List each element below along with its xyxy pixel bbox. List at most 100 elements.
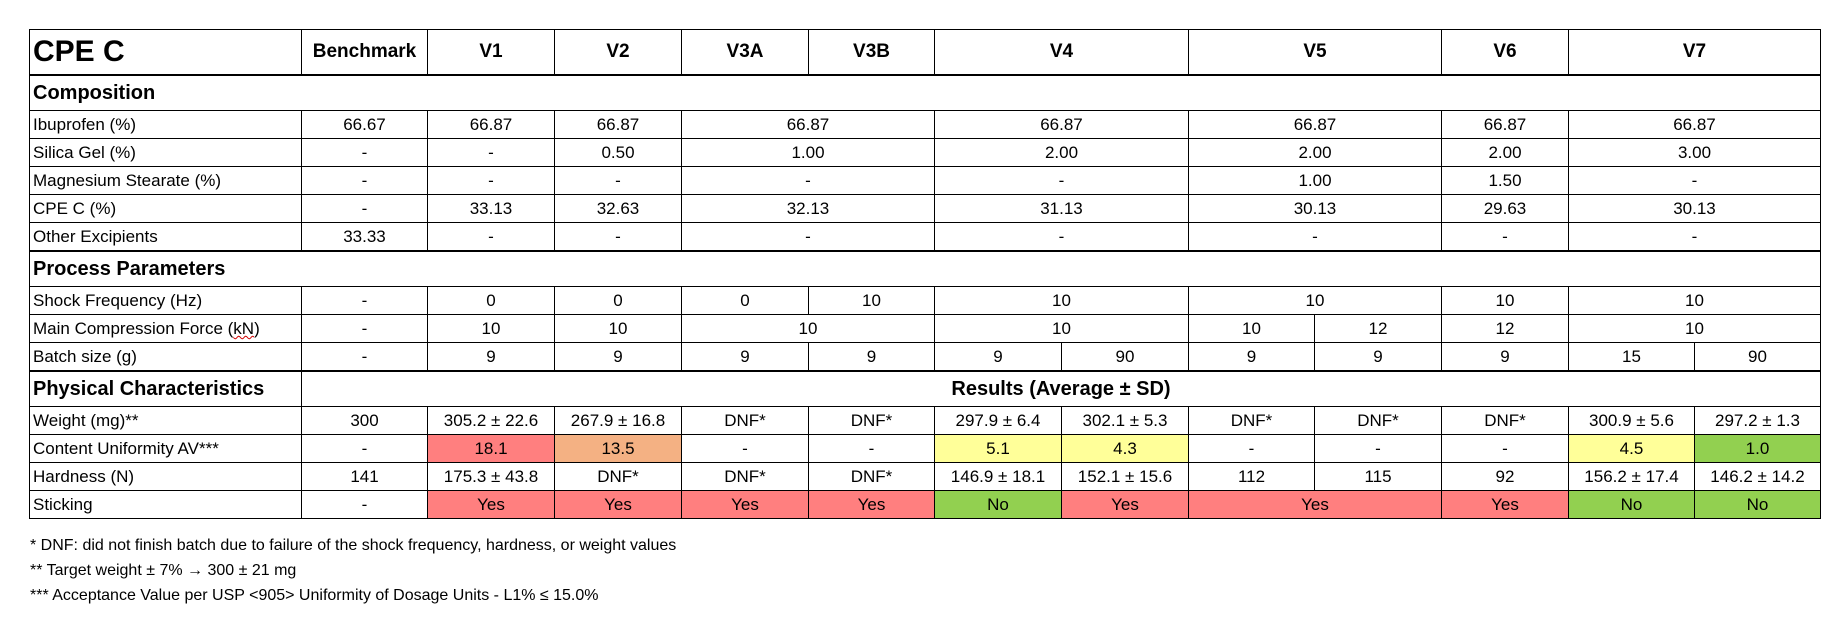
cell-v7: 10 [1568,314,1821,343]
cell-v3b: DNF* [808,406,935,435]
cell-v2: - [554,222,682,252]
row-label: Batch size (g) [29,342,302,372]
section-row-composition: Composition [29,74,1821,111]
cell-v1: 305.2 ± 22.6 [427,406,555,435]
cell-v7: 66.87 [1568,110,1821,139]
row-label: Shock Frequency (Hz) [29,286,302,315]
cell-benchmark: - [301,314,428,343]
cell-v7b: 90 [1694,342,1821,372]
cell-v2: 267.9 ± 16.8 [554,406,682,435]
results-table: CPE C Benchmark V1 V2 V3A V3B V4 V5 V6 V… [29,29,1821,519]
cell-v3: - [681,166,935,195]
cell-v4: - [934,222,1189,252]
footnote-target-weight: ** Target weight ± 7% → 300 ± 21 mg [30,562,297,579]
cell-v4a: 5.1 [934,434,1062,463]
cell-v3b: 10 [808,286,935,315]
cell-benchmark: - [301,166,428,195]
cell-v6: 29.63 [1441,194,1569,223]
table-row-compression-force: Main Compression Force (kN) - 10 10 10 1… [29,314,1821,343]
col-header-v3a: V3A [681,29,809,76]
cell-v5: 30.13 [1188,194,1442,223]
cell-v4: 10 [934,286,1189,315]
cell-v2: 0 [554,286,682,315]
row-label: Other Excipients [29,222,302,252]
cell-v6: 92 [1441,462,1569,491]
cell-v1: 66.87 [427,110,555,139]
cell-benchmark: 141 [301,462,428,491]
cell-v4: 2.00 [934,138,1189,167]
cell-benchmark: - [301,194,428,223]
cell-v5: - [1188,222,1442,252]
cell-v4a: 9 [934,342,1062,372]
cell-v1: 9 [427,342,555,372]
cell-v6: DNF* [1441,406,1569,435]
cell-v6: 1.50 [1441,166,1569,195]
cell-v5: 1.00 [1188,166,1442,195]
table-row-ibuprofen: Ibuprofen (%) 66.67 66.87 66.87 66.87 66… [29,110,1821,139]
cell-benchmark: - [301,434,428,463]
cell-v3b: 9 [808,342,935,372]
row-label: CPE C (%) [29,194,302,223]
cell-v3b: DNF* [808,462,935,491]
cell-v1: - [427,166,555,195]
cell-v7a: 15 [1568,342,1695,372]
cell-benchmark: 33.33 [301,222,428,252]
cell-v2: 0.50 [554,138,682,167]
table-row-weight: Weight (mg)** 300 305.2 ± 22.6 267.9 ± 1… [29,406,1821,435]
row-label: Hardness (N) [29,462,302,491]
cell-v5a: 9 [1188,342,1315,372]
cell-v3: 66.87 [681,110,935,139]
cell-v7b: 1.0 [1694,434,1821,463]
row-label-unit: kN [233,319,255,338]
cell-v6: 2.00 [1441,138,1569,167]
section-title-composition: Composition [29,74,1821,111]
cell-benchmark: - [301,490,428,519]
cell-v6: - [1441,434,1569,463]
cell-v5: 66.87 [1188,110,1442,139]
cell-v4b: 302.1 ± 5.3 [1061,406,1189,435]
cell-v4a: 297.9 ± 6.4 [934,406,1062,435]
cell-v7: 3.00 [1568,138,1821,167]
cell-benchmark: - [301,342,428,372]
cell-v3: - [681,222,935,252]
row-label: Ibuprofen (%) [29,110,302,139]
row-label-text: Main Compression Force ( [33,319,234,338]
cell-v5b: 12 [1314,314,1442,343]
col-header-v4: V4 [934,29,1189,76]
col-header-v7: V7 [1568,29,1821,76]
row-label: Main Compression Force (kN) [29,314,302,343]
cell-v4: - [934,166,1189,195]
cell-v7: - [1568,222,1821,252]
cell-v7: - [1568,166,1821,195]
table-row-silica-gel: Silica Gel (%) - - 0.50 1.00 2.00 2.00 2… [29,138,1821,167]
footnote-dnf: * DNF: did not finish batch due to failu… [30,537,677,554]
cell-v1: - [427,138,555,167]
table-row-hardness: Hardness (N) 141 175.3 ± 43.8 DNF* DNF* … [29,462,1821,491]
table-row-other-excipients: Other Excipients 33.33 - - - - - - - [29,222,1821,252]
row-label: Content Uniformity AV*** [29,434,302,463]
cell-v7a: 156.2 ± 17.4 [1568,462,1695,491]
col-header-v5: V5 [1188,29,1442,76]
cell-v6: 10 [1441,286,1569,315]
cell-v3a: Yes [681,490,809,519]
col-header-v3b: V3B [808,29,935,76]
cell-v5: Yes [1188,490,1442,519]
cell-v2: 13.5 [554,434,682,463]
cell-v5b: 115 [1314,462,1442,491]
cell-v4b: 90 [1061,342,1189,372]
section-title-process: Process Parameters [29,250,1821,287]
cell-v7b: No [1694,490,1821,519]
cell-v2: 10 [554,314,682,343]
table-row-cpe-c: CPE C (%) - 33.13 32.63 32.13 31.13 30.1… [29,194,1821,223]
cell-v7a: 300.9 ± 5.6 [1568,406,1695,435]
cell-v4: 31.13 [934,194,1189,223]
cell-v3: 10 [681,314,935,343]
cell-v4b: 152.1 ± 15.6 [1061,462,1189,491]
cell-v3a: 9 [681,342,809,372]
cell-v6: Yes [1441,490,1569,519]
cell-benchmark: - [301,138,428,167]
cell-v3a: 0 [681,286,809,315]
cell-v3b: Yes [808,490,935,519]
cell-v7a: No [1568,490,1695,519]
cell-v3a: DNF* [681,462,809,491]
